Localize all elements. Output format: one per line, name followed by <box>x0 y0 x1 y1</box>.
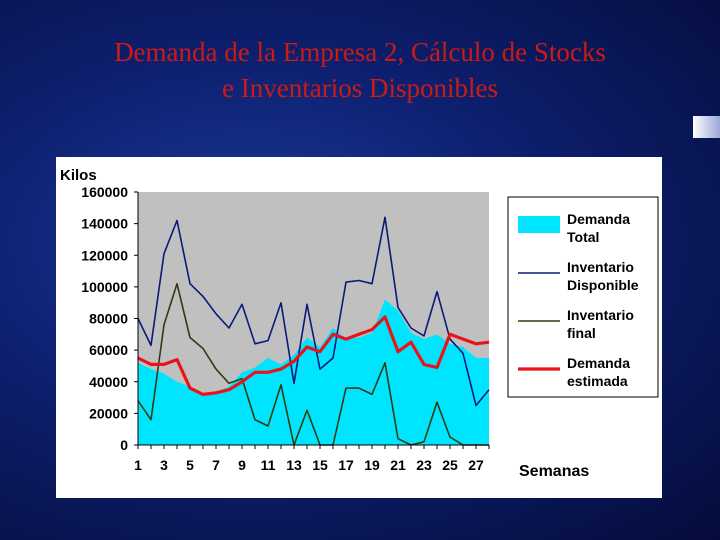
chart-panel: Kilos Semanas 0 20000 40000 60000 80000 10000… <box>56 157 662 498</box>
x-tick-label: 5 <box>186 457 194 473</box>
legend-label: Inventario <box>567 259 634 275</box>
legend-label: final <box>567 325 596 341</box>
x-tick-label: 23 <box>416 457 432 473</box>
x-tick-label: 21 <box>390 457 406 473</box>
y-tick-label: 120000 <box>81 247 128 263</box>
x-tick-label: 3 <box>160 457 168 473</box>
series-line-2 <box>137 282 489 446</box>
series-area-0 <box>138 299 489 445</box>
legend-label: Disponible <box>567 277 639 293</box>
legend-label: Total <box>567 229 599 245</box>
y-tick-label: 0 <box>120 437 128 453</box>
slide-title: Demanda de la Empresa 2, Cálculo de Stoc… <box>0 34 720 106</box>
x-tick-label: 19 <box>364 457 380 473</box>
x-tick-label: 9 <box>238 457 246 473</box>
x-tick-label: 27 <box>468 457 484 473</box>
legend-label: Demanda <box>567 211 630 227</box>
x-tick-label: 13 <box>286 457 302 473</box>
series-line-3 <box>137 315 490 396</box>
x-tick-label: 7 <box>212 457 220 473</box>
x-axis-label: Semanas <box>519 463 589 480</box>
legend-label: estimada <box>567 373 628 389</box>
y-tick-label: 20000 <box>89 405 128 421</box>
x-tick-label: 25 <box>442 457 458 473</box>
slide-title-line-1: Demanda de la Empresa 2, Cálculo de Stoc… <box>114 37 606 67</box>
y-tick-label: 160000 <box>81 184 128 200</box>
y-tick-label: 80000 <box>89 311 128 327</box>
legend-label: Demanda <box>567 355 630 371</box>
y-tick-label: 100000 <box>81 279 128 295</box>
y-tick-label: 140000 <box>81 216 128 232</box>
chart: Kilos Semanas 0 20000 40000 60000 80000 10000… <box>60 167 659 480</box>
x-tick-label: 15 <box>312 457 328 473</box>
y-tick-label: 40000 <box>89 374 128 390</box>
legend-swatch <box>518 216 560 233</box>
y-axis-label: Kilos <box>60 167 97 184</box>
decorative-tab <box>693 116 720 138</box>
legend-label: Inventario <box>567 307 634 323</box>
slide-title-line-2: e Inventarios Disponibles <box>222 73 498 103</box>
y-tick-label: 60000 <box>89 342 128 358</box>
x-tick-label: 11 <box>261 457 276 473</box>
x-tick-label: 1 <box>134 457 142 473</box>
x-tick-label: 17 <box>338 457 354 473</box>
series-line-1 <box>137 216 490 407</box>
